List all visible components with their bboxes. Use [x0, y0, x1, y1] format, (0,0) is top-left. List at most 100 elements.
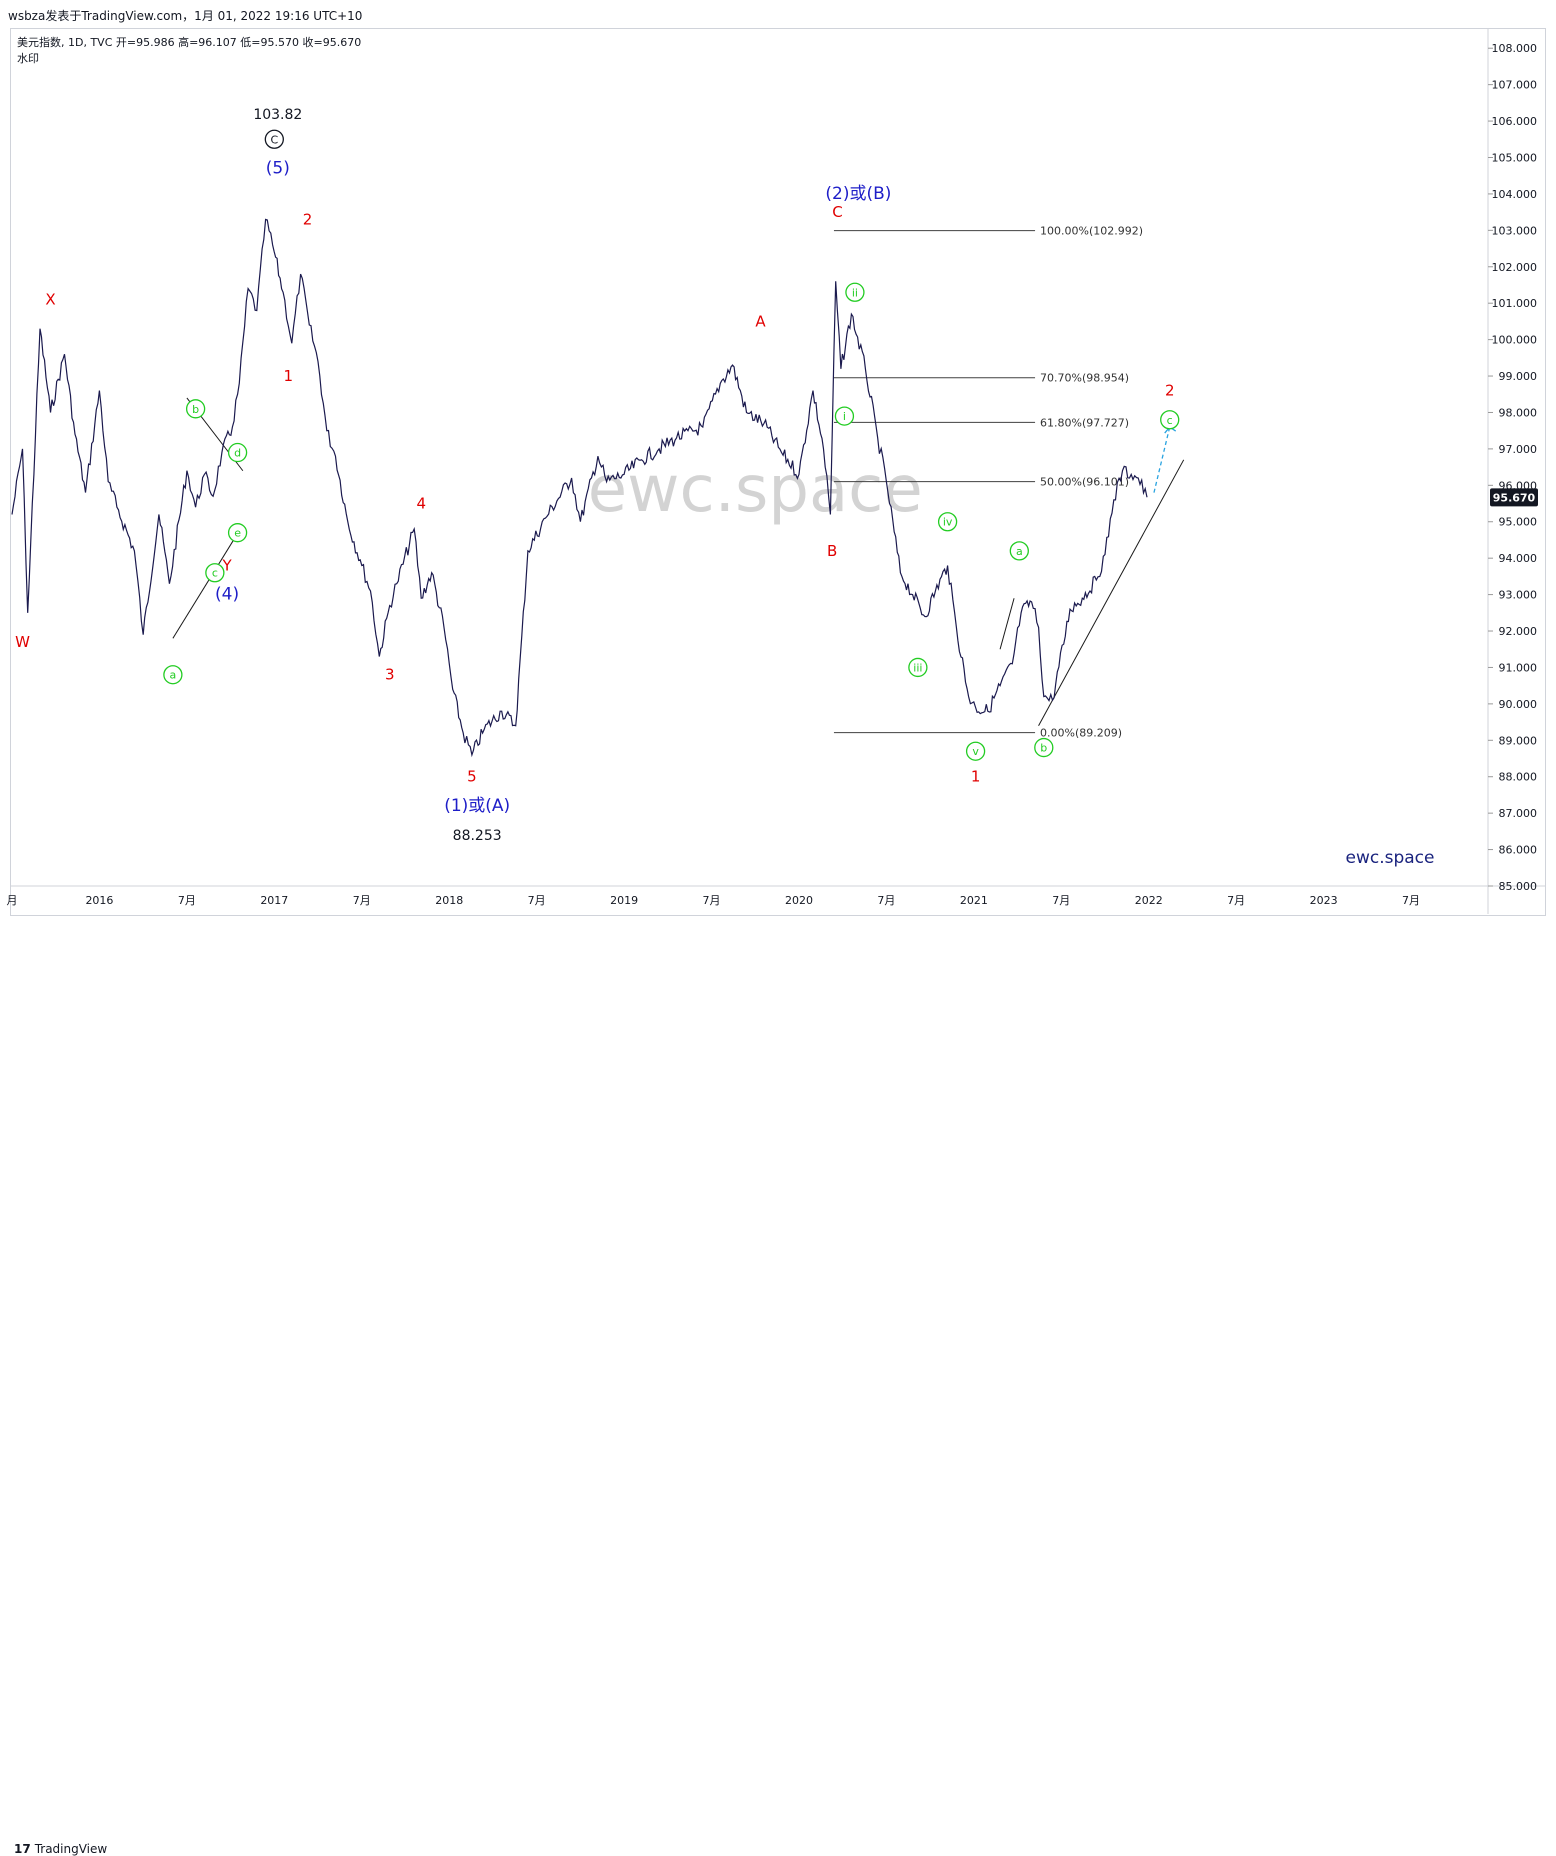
wave-label-circle [1160, 410, 1180, 430]
wave-label: (1)或(A) [444, 796, 510, 816]
price-tick-label: 90.000 [1499, 698, 1538, 711]
price-tick-label: 99.000 [1499, 370, 1538, 383]
time-tick-label: 7月 [1227, 894, 1245, 907]
trend-line [172, 536, 237, 639]
chart-header: wsbza发表于TradingView.com，1月 01, 2022 19:1… [0, 0, 1556, 28]
brand-label: ewc.space [1346, 848, 1435, 868]
fib-level-label: 0.00%(89.209) [1040, 727, 1122, 740]
wave-label: iv [943, 516, 953, 529]
wave-label: a [1016, 545, 1023, 558]
wave-label-circle [908, 657, 928, 678]
publish-info: wsbza发表于TradingView.com，1月 01, 2022 19:1… [8, 9, 363, 23]
wave-label: 88.253 [453, 828, 502, 844]
wave-label: e [234, 527, 241, 540]
price-tick-label: 91.000 [1499, 661, 1538, 674]
price-tick-label: 103.000 [1492, 224, 1538, 237]
wave-label-circle [1034, 737, 1054, 758]
wave-label: c [212, 567, 218, 580]
price-tick-label: 100.000 [1492, 334, 1538, 347]
wave-label-circle [264, 129, 284, 149]
dxy-chart[interactable]: ewc.space 100.00%(102.992) 70.70%(98.954)… [0, 0, 1556, 950]
wave-label-circle [163, 665, 183, 685]
price-tick-label: 98.000 [1499, 406, 1538, 419]
time-tick-label: 2022 [1135, 894, 1163, 907]
trend-line [1038, 459, 1185, 726]
price-tick-label: 108.000 [1492, 42, 1538, 55]
time-tick-label: 7月 [528, 894, 546, 907]
price-series-line [11, 218, 1148, 758]
chart-frame[interactable] [10, 28, 1546, 916]
wave-label: 2 [1165, 382, 1175, 400]
tradingview-logo-text: TradingView [34, 1842, 108, 1856]
fib-level-label: 61.80%(97.727) [1040, 416, 1129, 429]
price-tick-label: 97.000 [1499, 443, 1538, 456]
wave-label: iii [913, 661, 922, 674]
price-tick-label: 95.000 [1499, 516, 1538, 529]
price-tick-label: 94.000 [1499, 552, 1538, 565]
wave-label: C [270, 133, 278, 146]
wave-label: b [1040, 742, 1047, 755]
price-tick-label: 106.000 [1492, 115, 1538, 128]
wave-label-circle [205, 563, 225, 583]
projection-arrow [1153, 426, 1171, 493]
time-tick-label: 2017 [260, 894, 288, 907]
time-tick-label: 7月 [1052, 894, 1070, 907]
time-tick-label: 7月 [1402, 894, 1420, 907]
wave-label: ii [852, 286, 858, 299]
wave-label: 1 [971, 768, 981, 786]
wave-label: A [755, 312, 766, 330]
price-tick-label: 85.000 [1499, 880, 1538, 893]
price-tick-label: 86.000 [1499, 844, 1538, 857]
wave-label: Y [222, 556, 233, 574]
tradingview-logo[interactable]: 17 TradingView [14, 1842, 107, 1856]
time-tick-label: 7月 [877, 894, 895, 907]
wave-label-circle [185, 399, 206, 419]
wave-label: c [1167, 414, 1173, 427]
time-tick-label: 2018 [435, 894, 463, 907]
wave-label: (4) [215, 585, 239, 605]
tradingview-logo-icon: 17 [14, 1842, 31, 1856]
fib-level-label: 100.00%(102.992) [1040, 225, 1143, 238]
price-tick-label: 88.000 [1499, 771, 1538, 784]
time-tick-label: 7月 [353, 894, 371, 907]
price-tick-label: 107.000 [1492, 79, 1538, 92]
wave-label-circle [1009, 541, 1029, 561]
last-price-label: 95.670 [1493, 491, 1536, 504]
wave-label: 2 [303, 210, 313, 228]
wave-label: X [45, 291, 55, 309]
time-tick-label: 2021 [960, 894, 988, 907]
time-tick-label: 7月 [703, 894, 721, 907]
fib-level-label: 70.70%(98.954) [1040, 372, 1129, 385]
wave-label-circle [845, 282, 865, 302]
wave-label-circle [937, 512, 958, 532]
wave-label: C [832, 203, 842, 221]
wave-label: v [972, 745, 979, 758]
wave-label: 5 [467, 768, 477, 786]
price-tick-label: 92.000 [1499, 625, 1538, 638]
watermark-text: ewc.space [588, 453, 923, 527]
symbol-legend: 美元指数, 1D, TVC 开=95.986 高=96.107 低=95.570… [17, 35, 361, 49]
wave-label: B [827, 542, 837, 560]
price-tick-label: 93.000 [1499, 589, 1538, 602]
wave-label: (5) [266, 158, 290, 178]
wave-label-circle [227, 523, 248, 543]
time-tick-label: 月 [7, 894, 18, 907]
chart-footer: 17 TradingView [0, 916, 1556, 1856]
time-tick-label: 2023 [1310, 894, 1338, 907]
wave-label-circle [227, 442, 248, 463]
price-tick-label: 105.000 [1492, 151, 1538, 164]
time-tick-label: 2016 [85, 894, 113, 907]
price-tick-label: 104.000 [1492, 188, 1538, 201]
wave-label: 3 [385, 666, 395, 684]
time-tick-label: 2019 [610, 894, 638, 907]
price-tick-label: 87.000 [1499, 807, 1538, 820]
time-tick-label: 2020 [785, 894, 813, 907]
wave-label-circle [834, 406, 855, 426]
price-tick-label: 89.000 [1499, 734, 1538, 747]
last-price-badge [1490, 488, 1538, 507]
wave-label: a [170, 669, 177, 682]
wave-label: 4 [416, 495, 426, 513]
price-tick-label: 101.000 [1492, 297, 1538, 310]
price-tick-label: 102.000 [1492, 261, 1538, 274]
wave-label: 1 [284, 367, 294, 385]
